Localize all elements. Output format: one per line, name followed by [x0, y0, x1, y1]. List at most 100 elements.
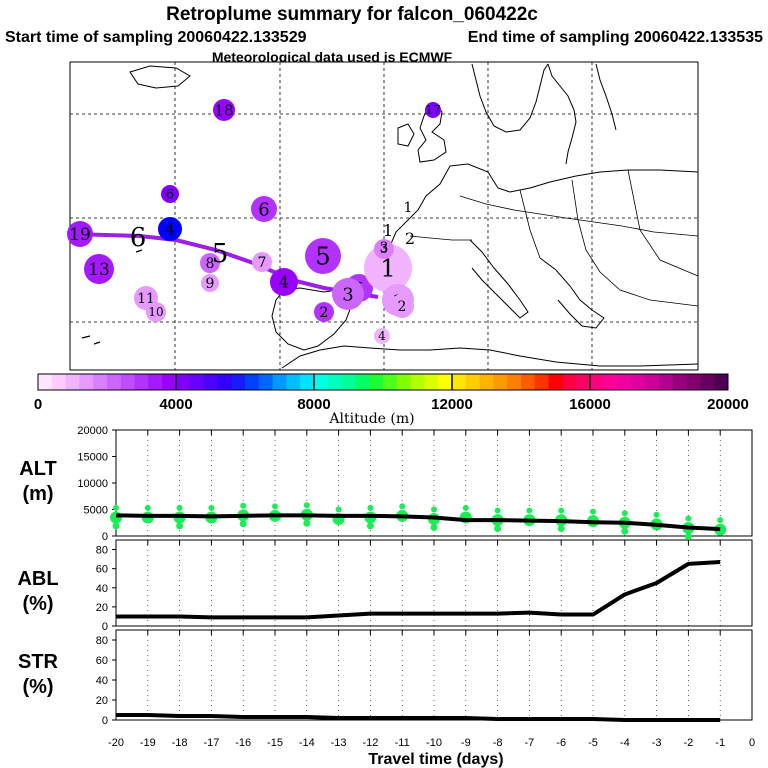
colorbar-cell: [424, 374, 439, 390]
plume-marker: [158, 217, 182, 241]
plume-marker: [374, 239, 394, 259]
alt-plume-cluster: [558, 507, 565, 514]
y-tick-label: 20: [96, 695, 108, 707]
colorbar-axis-label: Altitude (m): [328, 411, 414, 427]
alt-plume-cluster: [430, 524, 438, 532]
x-tick-label: -18: [172, 737, 188, 749]
alt-plume-cluster: [462, 504, 469, 511]
y-tick-label: 40: [96, 583, 108, 595]
plume-free-label: 5: [212, 239, 229, 269]
alt-plume-cluster: [399, 503, 406, 510]
colorbar-cell: [148, 374, 163, 390]
alt-plume-cluster: [176, 522, 184, 530]
colorbar-cell: [93, 374, 108, 390]
abl-series-line: [116, 559, 721, 620]
x-tick-label: -20: [108, 737, 124, 749]
plume-markers: 1817646191389754111051332224: [67, 99, 441, 344]
plume-marker-label: 4: [378, 329, 386, 343]
alt-panel-label: ALT: [19, 458, 56, 480]
abl-panel-unit: (%): [22, 593, 53, 615]
map-frame: [69, 61, 699, 371]
colorbar-cell: [203, 374, 218, 390]
alt-plume-cluster: [367, 504, 374, 511]
start-time-label: Start time of sampling 20060422.133529: [5, 29, 307, 46]
colorbar-tick-label: 20000: [707, 396, 749, 413]
colorbar-cell: [396, 374, 412, 390]
plume-marker-label: 13: [88, 260, 110, 280]
colorbar-cell: [534, 374, 550, 390]
plume-marker: [251, 196, 277, 222]
alt-plume-cluster: [526, 507, 533, 514]
x-tick-label: -19: [140, 737, 156, 749]
x-tick-label: -17: [203, 737, 219, 749]
colorbar-cell: [631, 374, 646, 390]
colorbar-cell: [341, 374, 356, 390]
colorbar-cell: [189, 374, 205, 390]
colorbar-cell: [714, 374, 729, 390]
colorbar-cell: [286, 374, 301, 390]
plume-marker-label: 1: [380, 254, 395, 282]
colorbar-cell: [410, 374, 425, 390]
plume-marker: [305, 238, 341, 274]
colorbar-cell: [617, 374, 632, 390]
alt-plume-cluster: [303, 519, 311, 527]
y-tick-label: 80: [96, 545, 108, 557]
alt-panel-unit: (m): [22, 483, 53, 505]
x-tick-label: -13: [331, 737, 347, 749]
plume-marker: [332, 278, 364, 310]
y-tick-label: 20000: [77, 425, 108, 437]
colorbar-tick-label: 8000: [297, 396, 330, 413]
alt-plume-cluster: [110, 511, 122, 524]
x-tick-label: -6: [556, 737, 566, 749]
colorbar-tick-label: 16000: [569, 396, 611, 413]
plume-marker-label: 19: [69, 225, 91, 245]
x-tick-label: -10: [426, 737, 442, 749]
plume-marker-label: 4: [279, 273, 289, 292]
alt-plume-cluster: [494, 507, 501, 514]
plume-marker-label: 4: [165, 220, 175, 238]
colorbar-cell: [659, 374, 674, 390]
colorbar-cell: [576, 374, 591, 390]
met-data-label: Meteorological data used is ECMWF: [212, 49, 453, 65]
alt-plume-cluster: [176, 504, 183, 511]
y-tick-label: 20: [96, 602, 108, 614]
x-tick-label: 0: [749, 737, 755, 749]
colorbar-tick-label: 0: [34, 396, 42, 413]
colorbar-cell: [521, 374, 536, 390]
colorbar-cell: [38, 374, 53, 390]
alt-plume-cluster: [684, 533, 692, 541]
colorbar-cell: [452, 374, 467, 390]
x-tick-label: -1: [715, 737, 725, 749]
x-tick-label: -8: [493, 737, 503, 749]
plume-free-label: 1: [383, 221, 393, 240]
colorbar-cell: [300, 374, 315, 390]
alt-plume-cluster: [239, 520, 247, 528]
plume-marker: [364, 244, 412, 292]
y-tick-label: 40: [96, 675, 108, 687]
colorbar-cell: [383, 374, 398, 390]
alt-plume-cluster: [431, 506, 437, 513]
plume-marker: [252, 252, 272, 272]
x-tick-label: -11: [395, 737, 410, 749]
colorbar-cell: [79, 374, 94, 390]
colorbar-cell: [493, 374, 508, 390]
plume-marker-label: 17: [425, 103, 440, 117]
colorbar-cell: [686, 374, 701, 390]
plume-free-label: 1: [404, 200, 413, 216]
colorbar-cell: [107, 374, 122, 390]
plume-marker-label: 6: [258, 199, 269, 220]
colorbar-cell: [590, 374, 605, 390]
colorbar-cell: [645, 374, 660, 390]
y-tick-label: 60: [96, 655, 108, 667]
plume-marker: [425, 102, 441, 118]
str-series-line: [116, 713, 721, 722]
plume-marker-label: 18: [214, 101, 233, 119]
plume-marker-label: 2: [398, 299, 407, 315]
alt-plume-cluster: [494, 525, 502, 533]
alt-plume-cluster: [685, 515, 692, 522]
colorbar-cell: [603, 374, 619, 390]
plume-marker-label: 9: [206, 276, 215, 292]
colorbar-cell: [134, 374, 149, 390]
